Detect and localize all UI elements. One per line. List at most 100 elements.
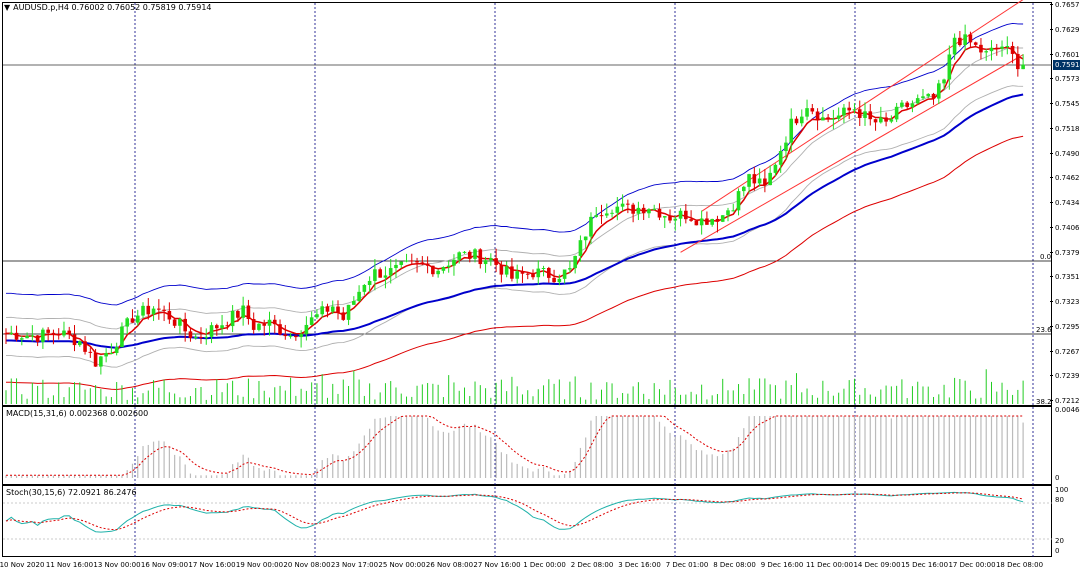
candle-body	[789, 118, 794, 143]
stoch-pane[interactable]	[2, 485, 1052, 557]
time-label: 10 Nov 2020	[0, 561, 45, 569]
time-label: 9 Dec 16:00	[760, 561, 804, 569]
candle-body	[56, 334, 61, 336]
candle-body	[857, 109, 862, 118]
candle-body	[473, 249, 477, 259]
candle-body	[763, 178, 767, 186]
candle-body	[9, 332, 14, 334]
candle-body	[778, 151, 783, 165]
candle-body	[299, 333, 303, 338]
candle-body	[673, 218, 678, 221]
candle-body	[272, 319, 277, 325]
candle-body	[320, 306, 324, 315]
candle-body	[120, 326, 124, 348]
candle-body	[241, 305, 245, 318]
price-tick-mark	[1050, 350, 1053, 352]
candle-body	[641, 207, 646, 214]
candles	[4, 24, 1025, 375]
candle-body	[315, 314, 319, 318]
candle-body	[768, 172, 772, 186]
price-tick-mark	[1050, 375, 1053, 377]
current-price-tag: 0.75914	[1053, 60, 1080, 70]
candle-body	[172, 319, 177, 326]
candle-body	[257, 323, 261, 330]
candle-body	[446, 265, 451, 267]
price-tick-label: 0.74065	[1055, 223, 1080, 232]
candle-body	[246, 305, 251, 319]
candle-body	[562, 269, 567, 279]
candle-body	[647, 209, 651, 214]
candle-body	[394, 264, 398, 269]
candle-body	[757, 178, 762, 184]
upper-band-line	[6, 22, 1024, 306]
candle-body	[568, 268, 572, 270]
candle-body	[104, 353, 108, 357]
time-label: 20 Nov 08:00	[283, 561, 331, 569]
stoch-level-20: 20	[1055, 537, 1064, 545]
candle-body	[958, 37, 962, 46]
symbol-header: ▼ AUDUSD.p,H4 0.76002 0.76052 0.75819 0.7…	[4, 3, 212, 12]
candle-body	[979, 44, 983, 53]
price-tick-label: 0.76015	[1055, 50, 1080, 59]
candle-body	[67, 330, 72, 335]
candle-body	[483, 260, 488, 265]
candle-body	[236, 310, 240, 318]
candle-body	[1000, 46, 1004, 49]
candle-body	[151, 308, 156, 315]
price-tick-mark	[1050, 28, 1053, 30]
candle-body	[99, 356, 103, 367]
candle-body	[346, 304, 351, 320]
candle-body	[462, 251, 467, 253]
candle-body	[631, 204, 635, 214]
price-tick-label: 0.75735	[1055, 75, 1080, 84]
candle-body	[973, 42, 978, 45]
candle-body	[873, 119, 878, 123]
candle-body	[404, 260, 409, 262]
candle-body	[689, 219, 693, 221]
price-tick-mark	[1050, 127, 1053, 129]
candle-body	[905, 102, 909, 107]
candle-body	[409, 260, 414, 262]
candle-body	[583, 236, 588, 241]
candle-body	[847, 107, 851, 111]
price-tick-mark	[1050, 276, 1053, 278]
candle-body	[125, 318, 130, 327]
candle-body	[636, 207, 641, 214]
candle-body	[836, 115, 841, 119]
price-pane[interactable]	[2, 2, 1052, 406]
indicator-lines	[5, 0, 1024, 391]
price-tick-mark	[1050, 202, 1053, 203]
candle-body	[936, 83, 941, 99]
candle-body	[794, 118, 799, 124]
candle-body	[283, 334, 288, 337]
candle-body	[431, 265, 435, 275]
candle-body	[994, 47, 999, 49]
candle-body	[72, 334, 77, 346]
stoch-level-80: 80	[1055, 496, 1064, 504]
candle-body	[4, 333, 8, 335]
candle-body	[167, 310, 172, 320]
price-tick-mark	[1050, 4, 1053, 5]
grid-lines	[3, 3, 1052, 557]
time-label: 26 Nov 08:00	[425, 561, 474, 569]
candle-body	[35, 335, 40, 342]
candle-body	[884, 117, 888, 122]
stoch-level-0: 0	[1055, 547, 1060, 555]
candle-body	[868, 111, 873, 120]
triangle-down-icon[interactable]: ▼	[4, 3, 11, 12]
candle-body	[141, 305, 145, 316]
candle-body	[83, 341, 87, 352]
candle-body	[30, 335, 35, 337]
ema-fast-line	[5, 45, 1024, 355]
candle-body	[20, 338, 24, 340]
candle-body	[536, 268, 541, 278]
fib-label-0: 0.0	[1040, 253, 1052, 261]
candle-body	[599, 215, 604, 217]
macd-pane[interactable]	[2, 406, 1052, 485]
price-tick-label: 0.75455	[1055, 100, 1080, 108]
candle-body	[220, 325, 224, 329]
